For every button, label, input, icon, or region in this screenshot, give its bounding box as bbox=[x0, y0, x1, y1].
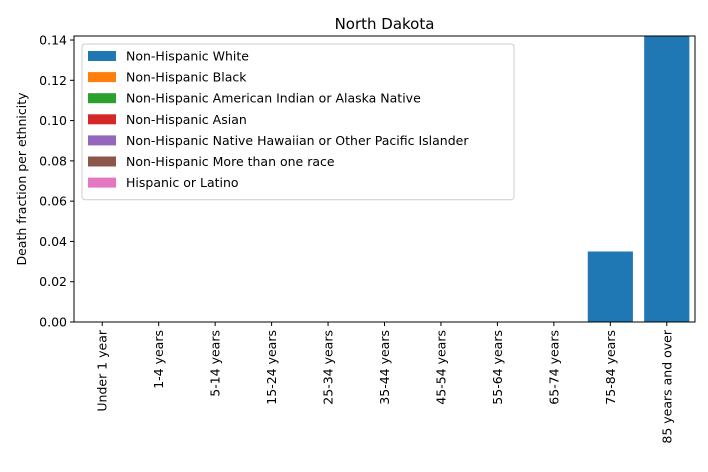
y-tick-label: 0.06 bbox=[39, 194, 67, 209]
x-tick-label: 35-44 years bbox=[377, 330, 392, 405]
legend-swatch-4 bbox=[88, 135, 116, 146]
legend: Non-Hispanic White Non-Hispanic Black Non-… bbox=[81, 43, 515, 201]
y-tick-label: 0.14 bbox=[39, 33, 67, 48]
legend-entry-6: Hispanic or Latino bbox=[126, 175, 239, 190]
legend-swatch-0 bbox=[88, 51, 116, 61]
y-tick-label: 0.08 bbox=[39, 153, 67, 168]
legend-box bbox=[81, 43, 515, 201]
y-tick-label: 0.10 bbox=[39, 113, 67, 128]
y-tick-label: 0.00 bbox=[39, 315, 67, 330]
legend-swatch-6 bbox=[88, 177, 116, 188]
x-tick-label: 5-14 years bbox=[208, 330, 223, 397]
x-tick-label: 45-54 years bbox=[433, 330, 448, 405]
legend-entry-4: Non-Hispanic Native Hawaiian or Other Pa… bbox=[126, 133, 469, 148]
legend-swatch-2 bbox=[88, 93, 116, 104]
x-tick-label: 65-74 years bbox=[546, 330, 561, 405]
y-axis: 0.00 0.02 0.04 0.06 0.08 0.10 0.12 0.14 bbox=[39, 33, 74, 330]
x-tick-label: 25-34 years bbox=[321, 330, 336, 405]
x-tick-label: 1-4 years bbox=[151, 330, 166, 389]
legend-entry-5: Non-Hispanic More than one race bbox=[126, 154, 335, 169]
x-tick-label: 55-64 years bbox=[490, 330, 505, 405]
bars-layer bbox=[587, 36, 690, 322]
x-axis: Under 1 year 1-4 years 5-14 years 15-24 yea… bbox=[95, 322, 674, 444]
y-tick-label: 0.04 bbox=[39, 234, 67, 249]
x-tick-label: 75-84 years bbox=[603, 330, 618, 405]
legend-entry-3: Non-Hispanic Asian bbox=[126, 112, 247, 127]
x-tick-label: 15-24 years bbox=[264, 330, 279, 405]
chart-title: North Dakota bbox=[335, 15, 435, 33]
bar-0-10 bbox=[644, 36, 690, 322]
legend-swatch-1 bbox=[88, 72, 116, 83]
legend-swatch-3 bbox=[88, 114, 116, 125]
y-tick-label: 0.02 bbox=[39, 274, 67, 289]
bar-0-9 bbox=[587, 251, 633, 322]
x-tick-label: Under 1 year bbox=[95, 329, 110, 411]
legend-entry-0: Non-Hispanic White bbox=[126, 49, 249, 64]
legend-entry-2: Non-Hispanic American Indian or Alaska N… bbox=[126, 91, 421, 106]
x-tick-label: 85 years and over bbox=[659, 329, 674, 443]
y-tick-label: 0.12 bbox=[39, 73, 67, 88]
y-axis-title: Death fraction per ethnicity bbox=[14, 92, 29, 266]
legend-swatch-5 bbox=[88, 156, 116, 167]
legend-entry-1: Non-Hispanic Black bbox=[126, 70, 247, 85]
